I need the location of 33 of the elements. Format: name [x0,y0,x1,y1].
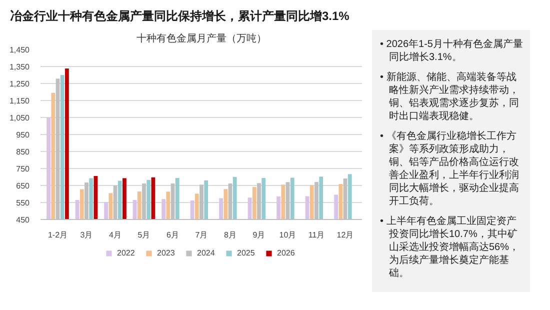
y-tick-label: 450 [16,216,30,224]
y-tick-label: 650 [16,182,30,190]
x-tick-label: 6月 [166,230,179,240]
text: • 《有色金属行业稳增长工作方案》等系列政策形成助力，铜、铝等产品价格高位运行改善企业盈利，上半年行业利润同比大幅增长，驱动企业提高开工负荷。 [380,130,520,208]
legend-label: 2026 [277,248,296,258]
y-tick-label: 1,350 [9,62,30,72]
text: • 上半年有色金属工业固定资产投资同比增长10.7%，其中矿山采选业投资增幅高达56%，为后续产量增长奠定产能基础。 [380,215,520,280]
x-tick-label: 10月 [279,230,296,240]
chart-subtitle: 十种有色金属月产量（万吨） [136,32,266,44]
text: • 新能源、储能、高端装备等战略性新兴产业需求持续带动，铜、铝表观需求逐步复苏，同时出口端表现稳健。 [380,71,520,123]
x-tick-label: 8月 [224,230,236,240]
x-tick-label: 3月 [80,230,93,240]
y-tick-label: 1,450 [9,46,30,54]
x-tick-label: 11月 [308,230,325,240]
x-tick-label: 4月 [109,230,122,240]
x-tick-label: 7月 [195,230,208,240]
y-tick-label: 750 [16,164,30,174]
y-tick-label: 550 [16,198,30,208]
legend-label: 2025 [237,248,256,258]
x-tick-label: 1-2月 [48,230,68,240]
y-tick-label: 1,150 [9,96,30,106]
y-tick-label: 850 [16,148,30,156]
x-tick-label: 9月 [252,230,266,240]
x-tick-label: 5月 [138,230,150,240]
text: • 2026年1-5月十种有色金属产量同比增长3.1%。 [380,38,524,64]
legend-label: 2023 [157,248,176,258]
legend-label: 2024 [197,248,216,258]
y-tick-label: 950 [16,130,30,140]
x-tick-label: 12月 [336,230,354,240]
chart-title: 冶金行业十种有色金属产量同比保持增长，累计产量同比增3.1% [10,8,350,25]
y-tick-label: 1,250 [9,80,30,88]
legend-label: 2022 [117,248,136,258]
y-tick-label: 1,050 [9,114,30,122]
